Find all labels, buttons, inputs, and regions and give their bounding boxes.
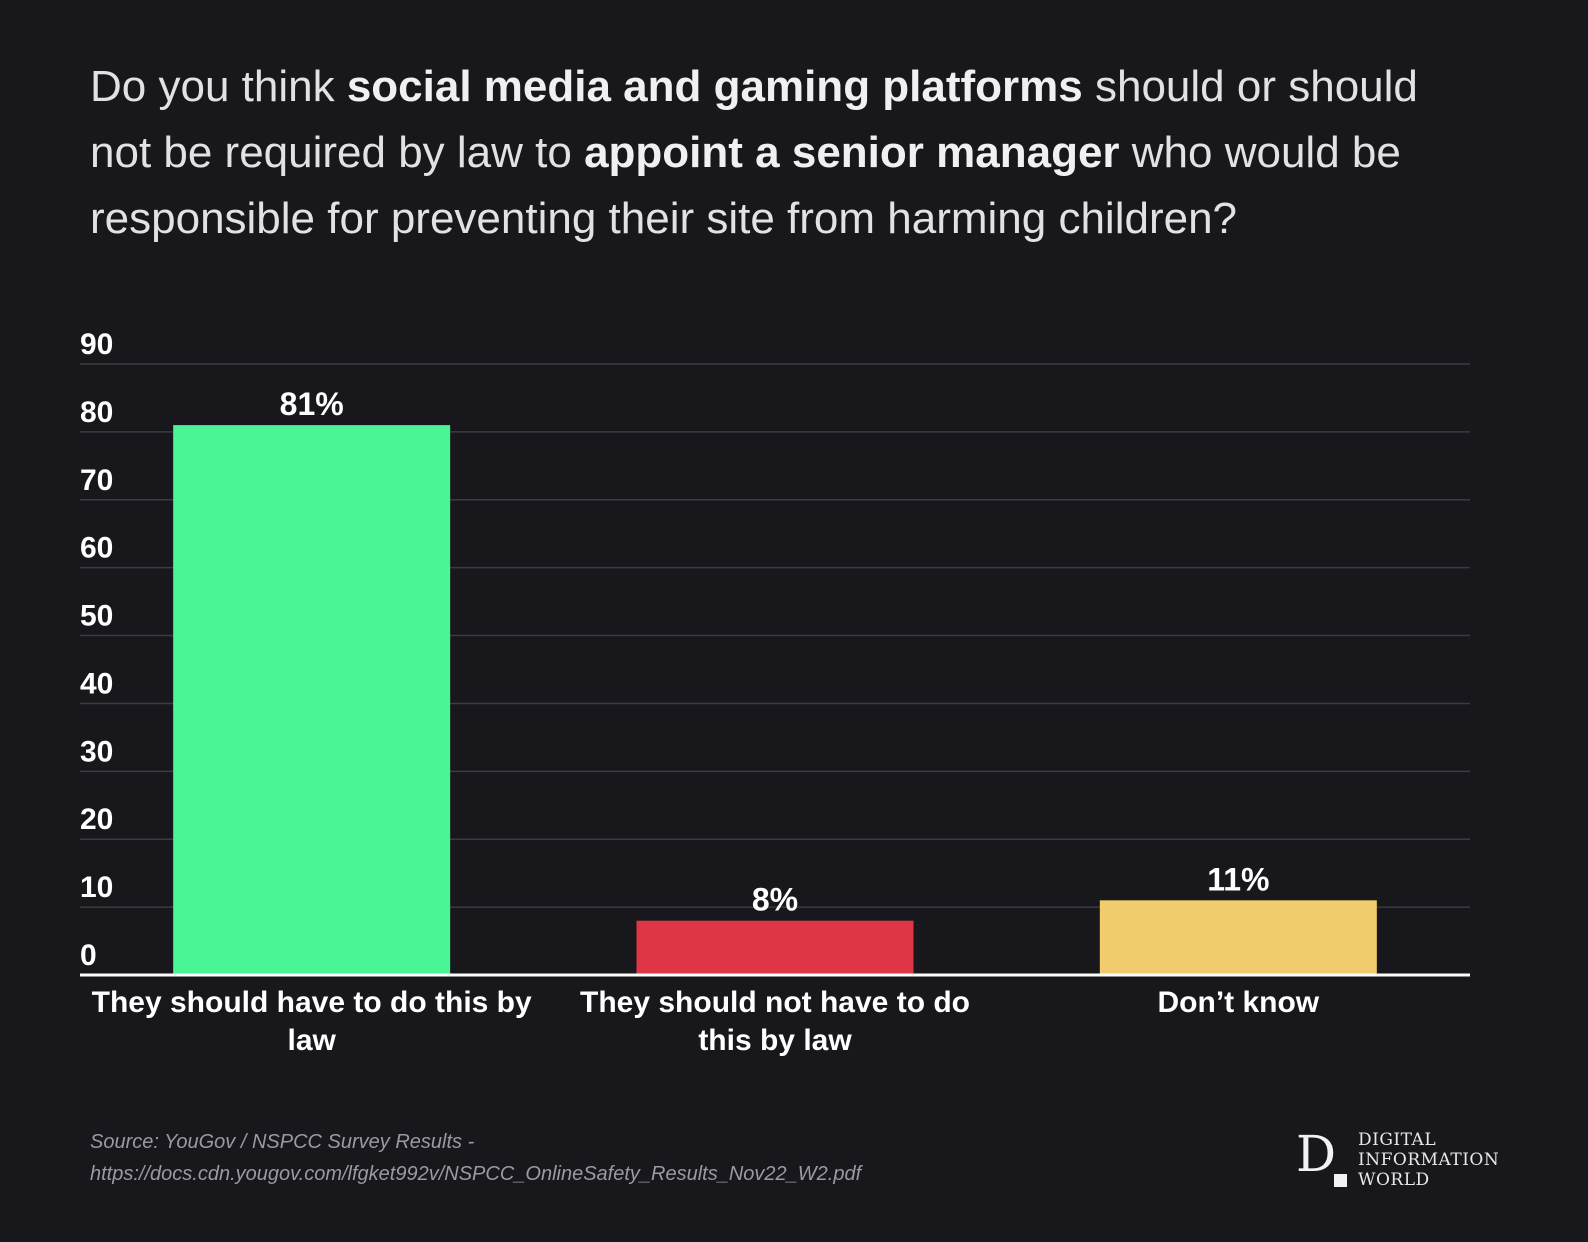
value-labels: 81% 8% 11% [280,386,1270,918]
source-line-1: Source: YouGov / NSPCC Survey Results - [90,1131,475,1153]
y-tick-label: 0 [80,939,97,972]
digital-information-world-logo: D DIGITAL INFORMATION WORLD [1296,1126,1499,1194]
title-part-1: Do you think [90,62,347,111]
x-category-label-line: Don’t know [1158,986,1320,1019]
x-category-label-1: They should have to do this by law [92,986,532,1057]
bar-value-label-1: 81% [280,386,344,422]
x-category-label-line: this by law [698,1024,852,1057]
title-bold-1: social media and gaming platforms [346,62,1083,111]
logo-square-icon [1334,1174,1347,1187]
source-note: Source: YouGov / NSPCC Survey Results - … [90,1126,861,1190]
chart-title: Do you think social media and gaming pla… [90,54,1490,252]
y-tick-label: 60 [80,532,113,565]
logo-line-3: WORLD [1358,1170,1430,1190]
x-category-label-line: They should not have to do [580,986,970,1019]
x-category-label-2: They should not have to do this by law [580,986,970,1057]
bar-1 [173,425,451,976]
bar-2 [636,920,914,975]
x-category-label-3: Don’t know [1158,986,1320,1019]
source-url: https://docs.cdn.yougov.com/lfgket992v/N… [90,1163,862,1185]
title-bold-2: appoint a senior manager [584,128,1120,177]
title-part-3: who would be responsible for preventing … [90,128,1401,243]
y-axis-ticks: 0 10 20 30 40 50 60 70 80 90 [80,328,113,972]
y-tick-label: 70 [80,464,113,497]
bar-value-label-2: 8% [752,882,798,918]
y-tick-label: 90 [80,328,113,361]
bars [173,425,1377,976]
x-category-label-line: law [287,1024,336,1057]
bar-value-label-3: 11% [1207,861,1269,897]
logo-wordmark: DIGITAL INFORMATION WORLD [1358,1130,1499,1190]
title-part-2: should or should not be required by law … [90,62,1418,177]
x-category-label-line: They should have to do this by [92,986,532,1019]
y-tick-label: 50 [80,600,113,633]
bar-3 [1099,900,1377,975]
y-tick-label: 10 [80,871,113,904]
y-tick-label: 80 [80,396,113,429]
logo-letter: D [1296,1125,1337,1183]
y-tick-label: 30 [80,735,113,768]
y-tick-label: 20 [80,803,113,836]
y-tick-label: 40 [80,667,113,700]
logo-line-1: DIGITAL [1358,1130,1437,1150]
logo-line-2: INFORMATION [1358,1150,1500,1170]
